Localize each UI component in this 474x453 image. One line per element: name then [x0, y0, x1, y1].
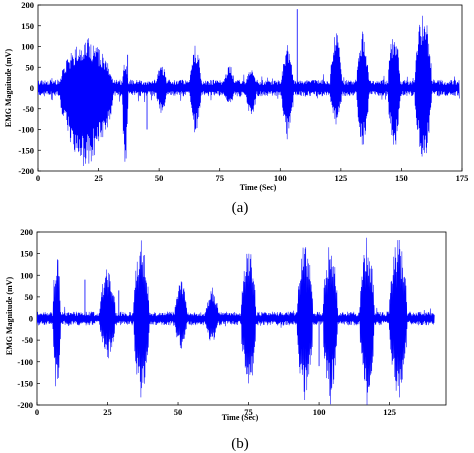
y-tick-label: 0	[30, 83, 34, 93]
x-tick-label: 0	[35, 407, 39, 417]
x-tick-label: 25	[94, 173, 103, 183]
x-tick-label: 50	[155, 173, 164, 183]
x-tick-label: 150	[395, 173, 408, 183]
plot-area	[37, 237, 435, 405]
y-tick-label: -50	[22, 335, 33, 345]
y-axis-label: EMG Magnitude (mV)	[5, 277, 14, 356]
y-tick-label: -150	[17, 378, 33, 388]
y-tick-label: 150	[20, 249, 33, 259]
y-tick-label: 100	[20, 270, 33, 280]
x-tick-label: 100	[274, 173, 287, 183]
panel-caption: (a)	[232, 200, 249, 216]
plot-area	[38, 9, 460, 167]
panel-caption: (b)	[231, 436, 249, 452]
y-axis-label: EMG Magnitude (mV)	[4, 49, 13, 128]
y-tick-label: 50	[26, 62, 35, 72]
y-tick-label: 50	[25, 292, 34, 302]
y-tick-label: -100	[17, 357, 33, 367]
panel-a: EMG Magnitude (mV) 200 150 100 50 0 -50 -100 -1…	[4, 0, 468, 216]
x-tick-label: 175	[456, 173, 469, 183]
x-tick-label: 50	[174, 407, 183, 417]
x-axis-label: Time (Sec)	[240, 183, 277, 192]
y-tick-label: -200	[18, 166, 34, 176]
emg-signal-line	[37, 237, 435, 405]
y-tick-label: 200	[21, 0, 34, 10]
y-tick-label: 150	[21, 21, 34, 31]
y-tick-label: 200	[20, 227, 33, 237]
y-tick-label: -150	[18, 145, 34, 155]
x-tick-label: 125	[334, 173, 347, 183]
x-tick-label: 125	[383, 407, 396, 417]
x-tick-label: 75	[215, 173, 224, 183]
x-tick-label: 25	[103, 407, 112, 417]
x-tick-label: 100	[313, 407, 326, 417]
emg-signal-line	[38, 15, 460, 167]
y-tick-label: 0	[29, 314, 33, 324]
y-tick-label: 100	[21, 42, 34, 52]
x-tick-label: 0	[36, 173, 40, 183]
x-axis-label: Time (Sec)	[222, 413, 259, 422]
y-tick-label: -100	[18, 125, 34, 135]
y-tick-label: -50	[23, 104, 34, 114]
panel-b: EMG Magnitude (mV) 200 150 100 50 0 -50 -100 -1…	[5, 227, 447, 452]
y-tick-label: -200	[17, 400, 33, 410]
x-tick-label: 75	[244, 407, 253, 417]
